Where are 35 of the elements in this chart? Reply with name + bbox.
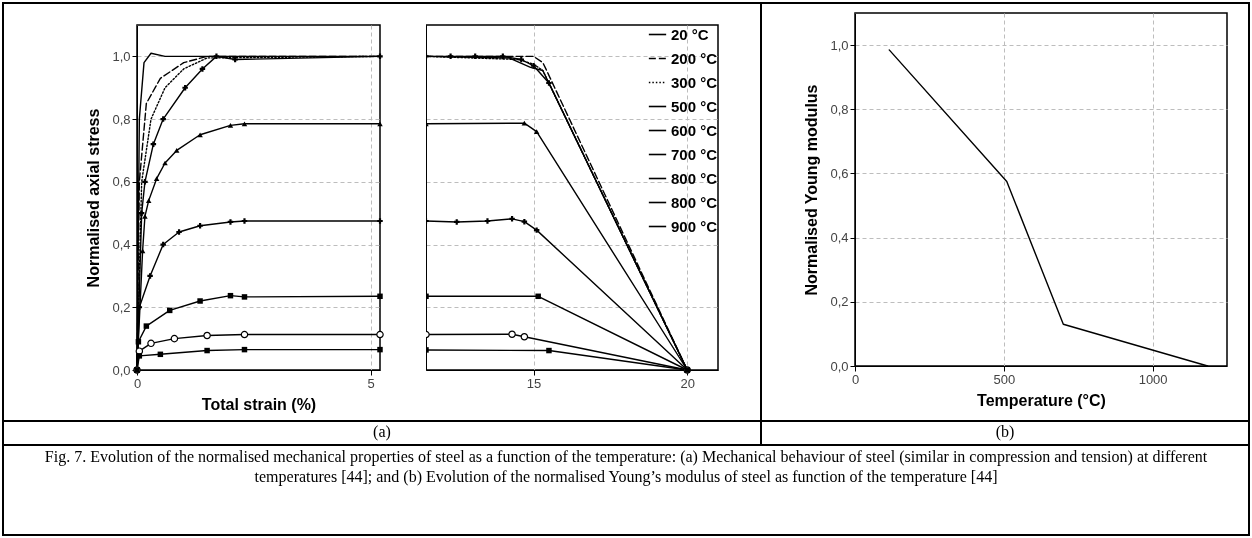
legend-label: 800 °C xyxy=(671,169,718,187)
legend-label: 200 °C xyxy=(671,49,718,67)
legend-label: 900 °C xyxy=(671,217,718,235)
x-tick-label: 500 xyxy=(993,371,1016,387)
y-tick-label: 0,8 xyxy=(830,101,849,117)
text: (a) xyxy=(372,423,392,441)
y-tick-label: 0,0 xyxy=(830,358,849,374)
y-tick-label: 1,0 xyxy=(112,48,131,64)
y-tick-label: 0,6 xyxy=(112,174,131,190)
x-tick-label: 0 xyxy=(851,371,860,387)
x-axis-title: Temperature (°C) xyxy=(977,391,1106,409)
caption: Fig. 7. Evolution of the normalised mechanical properties of steel as a function of the temperature: (a) Mechanical behaviour of steel (similar in compression and tension) at different temperatures [44]; and (b) Evolution of the normalised Young’s modulus of steel as function of the temperature [44] xyxy=(43,447,1209,487)
y-tick-label: 1,0 xyxy=(830,37,849,53)
legend-label: 800 °C xyxy=(671,193,718,211)
legend-label: 700 °C xyxy=(671,145,718,163)
y-tick-label: 0,0 xyxy=(112,362,131,378)
x-tick-label: 15 xyxy=(526,375,542,391)
legend-label: 20 °C xyxy=(671,25,709,43)
x-tick-label: 20 xyxy=(680,375,695,391)
text: (b) xyxy=(994,423,1016,441)
y-axis-title: Normalised Young modulus xyxy=(803,84,821,296)
x-axis-title: Total strain (%) xyxy=(201,395,317,413)
y-tick-label: 0,4 xyxy=(112,237,131,253)
y-axis-title: Normalised axial stress xyxy=(85,108,103,288)
x-tick-label: 0 xyxy=(133,375,142,391)
y-tick-label: 0,2 xyxy=(830,294,849,310)
x-tick-label: 5 xyxy=(367,375,375,391)
legend-label: 500 °C xyxy=(671,97,718,115)
legend-label: 300 °C xyxy=(671,73,718,91)
y-tick-label: 0,8 xyxy=(112,111,131,127)
y-tick-label: 0,2 xyxy=(112,299,131,315)
legend-label: 600 °C xyxy=(671,121,718,139)
y-tick-label: 0,4 xyxy=(830,230,849,246)
x-tick-label: 1000 xyxy=(1138,371,1168,387)
y-tick-label: 0,6 xyxy=(830,165,849,181)
